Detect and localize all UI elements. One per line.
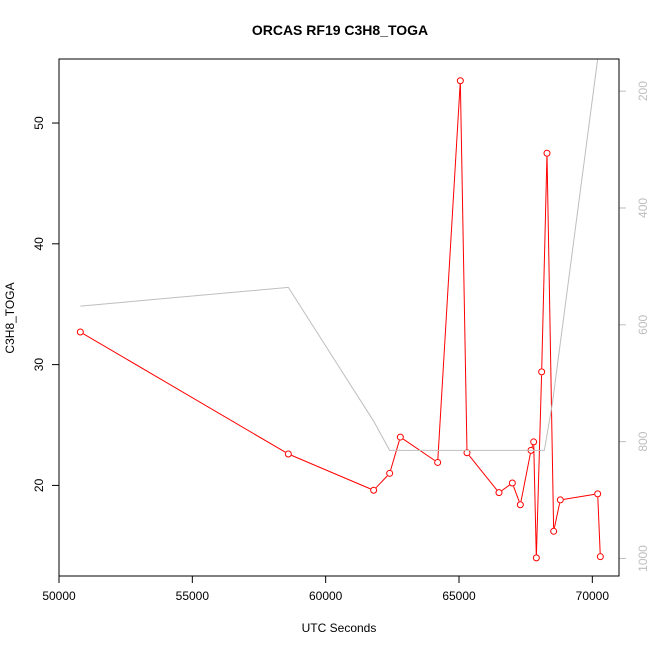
- data-point: [456, 77, 464, 85]
- x-tick-label: 50000: [42, 589, 76, 603]
- series-line-segment: [375, 475, 388, 489]
- data-point: [396, 433, 404, 441]
- series-line-segment: [533, 445, 537, 555]
- axes: 50000 55000 60000 65000 70000 20 30 40 50 200 400 6…: [32, 81, 650, 603]
- series-line-segment: [468, 455, 498, 491]
- x-tick-label: 60000: [309, 589, 343, 603]
- data-point: [463, 449, 471, 457]
- series-line-segment: [535, 375, 543, 555]
- data-point: [76, 328, 84, 336]
- plot-frame: [58, 58, 620, 577]
- data-point: [532, 554, 540, 562]
- series-line-segment: [291, 454, 371, 490]
- series-line-segment: [541, 156, 548, 369]
- x-tick-label: 70000: [576, 589, 610, 603]
- y2-tick-label: 400: [636, 198, 650, 218]
- series-line-segment: [563, 493, 595, 500]
- data-point: [543, 149, 551, 157]
- series-line-segment: [459, 84, 468, 450]
- y-tick-label: 20: [32, 478, 46, 492]
- series-line-segment: [402, 438, 436, 461]
- series-line-segment: [597, 497, 601, 554]
- plot-area: [76, 58, 604, 562]
- data-point: [434, 458, 442, 466]
- data-point: [370, 486, 378, 494]
- y2-tick-label: 800: [636, 431, 650, 451]
- y2-tick-label: 200: [636, 81, 650, 101]
- data-point: [516, 501, 524, 509]
- series-line-segment: [390, 440, 400, 471]
- series-line-segment: [513, 486, 520, 502]
- y-axis-label: C3H8_TOGA: [3, 282, 17, 353]
- series-line-segment: [83, 333, 286, 453]
- data-point: [594, 490, 602, 498]
- x-tick-label: 65000: [442, 589, 476, 603]
- data-point: [596, 553, 604, 561]
- x-axis-label: UTC Seconds: [302, 621, 377, 635]
- chart-title: ORCAS RF19 C3H8_TOGA: [252, 22, 428, 38]
- series-line-segment: [437, 84, 461, 459]
- y2-tick-label: 1000: [636, 545, 650, 572]
- data-point: [556, 496, 564, 504]
- data-point: [386, 469, 394, 477]
- series-line-segment: [531, 445, 534, 448]
- data-point: [284, 450, 292, 458]
- series-line-segment: [501, 484, 510, 492]
- secondary-series-line: [80, 58, 599, 451]
- y-tick-label: 50: [32, 116, 46, 130]
- series-line-segment: [520, 453, 531, 502]
- y-tick-label: 40: [32, 237, 46, 251]
- series-line-segment: [546, 156, 555, 528]
- series-line-segment: [553, 503, 561, 528]
- y-tick-label: 30: [32, 358, 46, 372]
- x-tick-label: 55000: [176, 589, 210, 603]
- data-point: [538, 368, 546, 376]
- data-point: [530, 438, 538, 446]
- data-point: [508, 479, 516, 487]
- data-point: [495, 489, 503, 497]
- y2-tick-label: 600: [636, 314, 650, 334]
- data-point: [550, 527, 558, 535]
